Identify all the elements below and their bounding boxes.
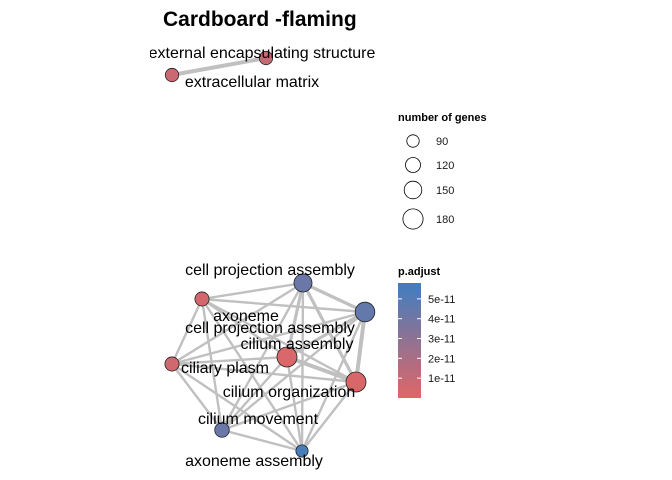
network-edge (200, 281, 305, 301)
color-legend-label: 1e-11 (428, 373, 455, 385)
network-node-external-encapsulating-structure (258, 50, 274, 66)
network-edge (354, 310, 367, 384)
network-nodes (164, 50, 376, 458)
size-legend-key (406, 134, 420, 148)
network-edge (200, 297, 289, 359)
color-legend-label: 4e-11 (428, 314, 455, 326)
network-edge (285, 355, 358, 384)
node-label-cilium-movement: cilium movement (198, 411, 319, 428)
network-node-cilium-movement (214, 422, 230, 438)
network-edge (200, 297, 224, 432)
network-edge (285, 281, 305, 359)
size-legend-label: 180 (436, 214, 454, 226)
size-legend-label: 150 (436, 185, 454, 197)
network-edge (170, 297, 204, 366)
node-label-cilium-assembly: cilium assembly (241, 336, 354, 353)
network-edge (170, 362, 358, 384)
node-label-extracellular-matrix: extracellular matrix (185, 74, 319, 91)
node-label-ciliary-plasm: ciliary plasm (181, 360, 269, 377)
network-edge (170, 362, 304, 453)
network-edges (170, 56, 367, 453)
network-edge (300, 310, 367, 453)
network-edge (200, 297, 304, 453)
network-edge (301, 281, 367, 314)
node-label-cell-projection-assembly-2: cell projection assembly (185, 320, 355, 337)
network-edge (300, 380, 358, 453)
network-edge (170, 310, 367, 366)
network-node-axoneme (194, 291, 210, 307)
network-edge (220, 355, 289, 432)
node-label-axoneme-assembly: axoneme assembly (185, 453, 323, 470)
network-labels: external encapsulating structure extracel… (149, 45, 376, 470)
size-legend-key (403, 180, 423, 200)
network-edge (300, 281, 305, 453)
node-label-external-encapsulating-structure: external encapsulating structure (149, 45, 376, 62)
network-node-axoneme-assembly (295, 444, 309, 458)
size-legend: number of genes 90 120 150 180 (398, 112, 487, 230)
color-legend-bar (398, 283, 421, 398)
node-label-axoneme: axoneme (213, 308, 279, 325)
plot-title: Cardboard -flaming (163, 8, 357, 31)
size-legend-label: 90 (436, 136, 448, 148)
size-legend-key (402, 208, 424, 230)
node-label-cell-projection-assembly-1: cell projection assembly (185, 262, 355, 279)
size-legend-key (405, 157, 421, 173)
network-edge (170, 362, 224, 432)
color-legend-label: 5e-11 (428, 294, 455, 306)
color-legend-label: 3e-11 (428, 334, 455, 346)
color-legend-title: p.adjust (398, 266, 441, 278)
node-label-cilium-organization: cilium organization (223, 384, 356, 401)
network-edge (200, 297, 358, 384)
size-legend-title: number of genes (398, 112, 487, 124)
network-edge (200, 297, 367, 314)
network-node-cell-projection-assembly-1 (293, 273, 313, 293)
network-edge (220, 310, 367, 432)
network-edge (170, 56, 268, 77)
color-legend: p.adjust 5e-11 4e-11 3e-11 2e-11 1e-11 (398, 266, 455, 398)
size-legend-label: 120 (436, 160, 454, 172)
network-edge (220, 380, 358, 432)
network-node-cell-projection-assembly-2 (354, 301, 376, 323)
network-edge (220, 428, 304, 453)
network-node-cilium-assembly (276, 346, 298, 368)
network-edge (170, 355, 289, 366)
network-node-extracellular-matrix (164, 67, 180, 83)
network-node-ciliary-plasm (164, 356, 180, 372)
network-edge (285, 310, 367, 359)
color-legend-label: 2e-11 (428, 353, 455, 365)
network-node-cilium-organization (345, 371, 367, 393)
